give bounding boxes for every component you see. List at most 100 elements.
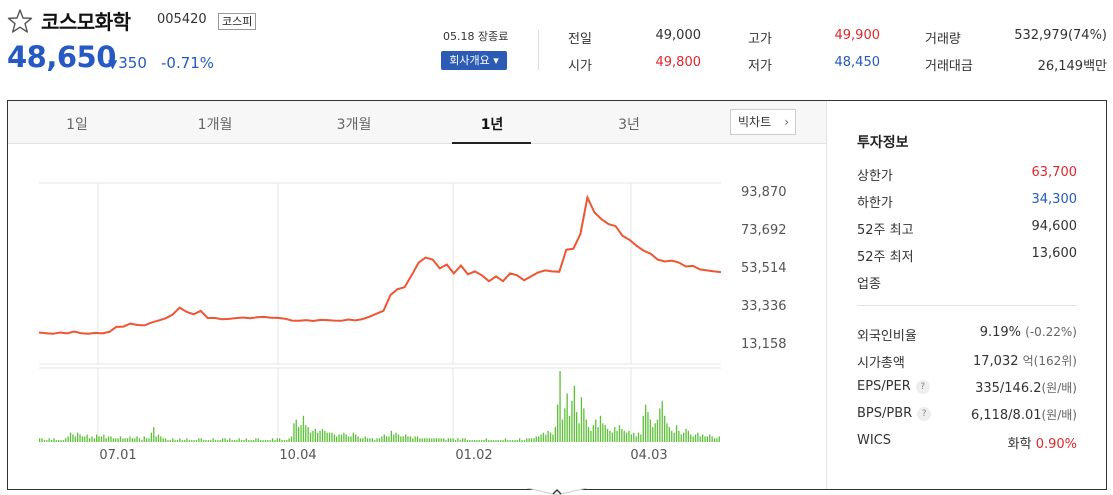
chevron-right-icon: › bbox=[784, 115, 789, 129]
volume-bar bbox=[706, 436, 709, 442]
foreign-ratio-label: 외국인비율 bbox=[857, 329, 917, 344]
volume-bar bbox=[317, 432, 319, 442]
volume-bar bbox=[160, 436, 162, 442]
volume-bar bbox=[711, 436, 713, 442]
market-cap-rank: 억(162위) bbox=[1022, 354, 1077, 368]
volume-bar bbox=[148, 438, 150, 442]
volume-bar bbox=[647, 412, 649, 442]
volume-bar bbox=[511, 440, 514, 442]
volume-bar bbox=[516, 440, 518, 442]
volume-bar bbox=[528, 438, 530, 442]
volume-bar bbox=[328, 432, 331, 442]
help-icon[interactable]: ? bbox=[915, 380, 930, 394]
volume-bar bbox=[507, 440, 509, 442]
volume-bar bbox=[580, 397, 583, 442]
y-tick-label: 13,158 bbox=[741, 337, 787, 352]
upper-limit-row: 상한가 63,700 bbox=[857, 165, 1077, 184]
volume-bar bbox=[535, 436, 537, 442]
volume-bar bbox=[664, 415, 666, 442]
volume-bar bbox=[397, 434, 400, 442]
price-change-pct: -0.71% bbox=[161, 54, 215, 72]
big-chart-button[interactable]: 빅차트 › bbox=[730, 109, 796, 135]
volume-bar bbox=[540, 434, 542, 442]
y-tick-label: 93,870 bbox=[741, 185, 787, 200]
52wk-high-value: 94,600 bbox=[1031, 219, 1078, 234]
volume-bar bbox=[286, 440, 288, 442]
volume-bar bbox=[709, 434, 711, 442]
volume-bar bbox=[150, 432, 153, 442]
chevron-up-icon bbox=[552, 489, 562, 495]
eps-per-row: EPS/PER? 335/146.2(원/배) bbox=[857, 379, 1077, 397]
volume-bar bbox=[107, 436, 110, 442]
info-title: 투자정보 bbox=[857, 135, 909, 151]
wics-label: WICS bbox=[857, 433, 892, 448]
volume-bar bbox=[326, 432, 328, 442]
52wk-low-row: 52주 최저 13,600 bbox=[857, 246, 1077, 265]
volume-bar bbox=[571, 400, 573, 442]
volume-bar bbox=[704, 436, 706, 442]
volume-bar bbox=[464, 438, 466, 442]
foreign-ratio-change: (-0.22%) bbox=[1025, 325, 1077, 339]
volume-bar bbox=[350, 436, 352, 442]
volume-bar bbox=[538, 436, 540, 442]
x-tick-label: 10.04 bbox=[279, 448, 316, 463]
volume-bar bbox=[345, 434, 347, 442]
x-tick-label: 07.01 bbox=[99, 448, 136, 463]
bps-pbr-row: BPS/PBR? 6,118/8.01(원/배) bbox=[857, 406, 1077, 424]
volume-bar bbox=[390, 430, 393, 442]
volume-bar bbox=[60, 440, 62, 442]
volume-bar bbox=[599, 415, 602, 442]
volume-bar bbox=[471, 440, 473, 442]
volume-bar bbox=[595, 419, 597, 442]
52wk-low-label: 52주 최저 bbox=[857, 250, 914, 265]
company-overview-button[interactable]: 회사개요 ▾ bbox=[441, 51, 507, 70]
wics-pct: 0.90% bbox=[1035, 437, 1077, 452]
tab-1year[interactable]: 1년 bbox=[480, 117, 504, 133]
tab-3year[interactable]: 3년 bbox=[618, 117, 640, 133]
volume-bar bbox=[450, 438, 452, 442]
volume-bar bbox=[74, 436, 76, 442]
tab-1month[interactable]: 1개월 bbox=[197, 117, 233, 133]
volume-bar bbox=[542, 432, 545, 442]
volume-bar bbox=[602, 423, 604, 442]
open-label: 시가 bbox=[568, 59, 592, 74]
volume-bar bbox=[93, 438, 96, 442]
help-icon[interactable]: ? bbox=[917, 407, 932, 421]
volume-bar bbox=[195, 440, 198, 442]
volume-bar bbox=[378, 438, 381, 442]
volume-bar bbox=[433, 438, 435, 442]
tab-3month[interactable]: 3개월 bbox=[336, 117, 372, 133]
lower-limit-value: 34,300 bbox=[1031, 192, 1078, 207]
volume-bar bbox=[668, 427, 671, 442]
volume-bar bbox=[126, 438, 129, 442]
volume-bar bbox=[129, 436, 131, 442]
volume-bar bbox=[224, 438, 226, 442]
volume-bar bbox=[314, 428, 317, 442]
volume-bar bbox=[141, 440, 143, 442]
volume-bar bbox=[426, 438, 428, 442]
volume-bar bbox=[288, 438, 290, 442]
volume-bar bbox=[331, 432, 333, 442]
collapse-handle[interactable] bbox=[527, 488, 587, 495]
volume-bar bbox=[243, 440, 245, 442]
star-icon[interactable] bbox=[7, 8, 33, 34]
volume-bar bbox=[428, 438, 431, 442]
volume-bar bbox=[369, 438, 371, 442]
volume-bar bbox=[447, 438, 450, 442]
volume-bar bbox=[502, 440, 504, 442]
volume-bars bbox=[39, 371, 720, 442]
volume-bar bbox=[262, 440, 264, 442]
volume-bar bbox=[568, 415, 571, 442]
volume-bar bbox=[293, 423, 295, 442]
panel-divider bbox=[826, 101, 827, 489]
divider bbox=[538, 30, 539, 70]
volume-bar bbox=[445, 440, 447, 442]
volume-bar bbox=[690, 434, 692, 442]
volume-bar bbox=[79, 434, 81, 442]
volume-bar bbox=[443, 438, 445, 442]
volume-bar bbox=[381, 436, 383, 442]
volume-bar bbox=[623, 430, 625, 442]
volume-bar bbox=[191, 440, 193, 442]
tab-1day[interactable]: 1일 bbox=[66, 117, 88, 133]
volume-bar bbox=[260, 440, 262, 442]
